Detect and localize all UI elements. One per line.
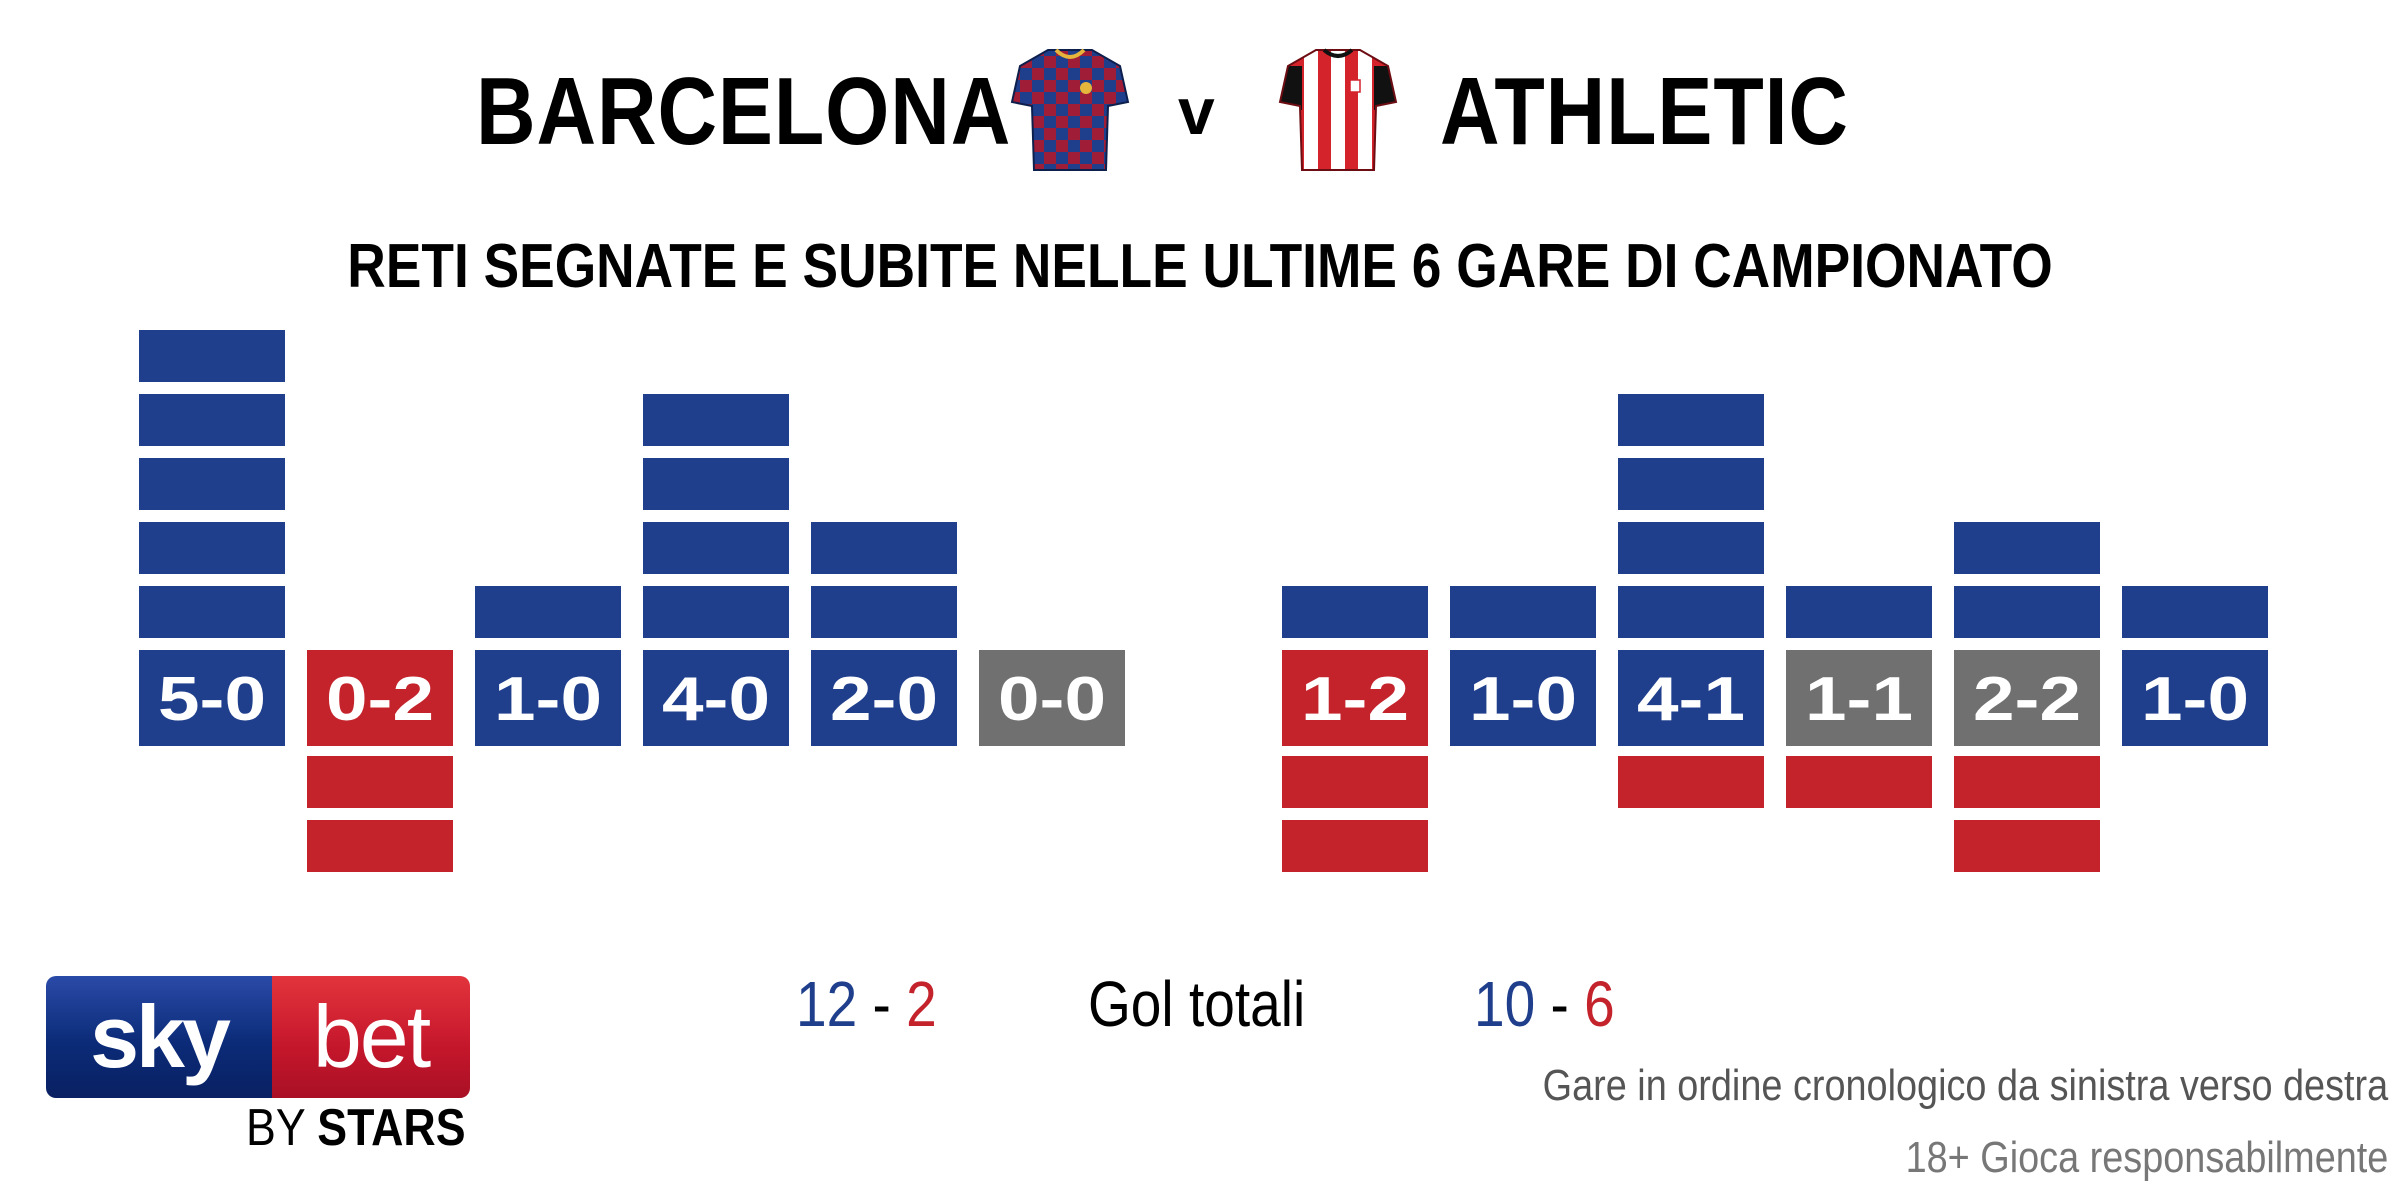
score-box — [811, 650, 957, 746]
goal-scored-block — [1954, 586, 2100, 638]
score-box — [1618, 650, 1764, 746]
goal-scored-block — [2122, 586, 2268, 638]
score-label: 1-0 — [494, 665, 602, 734]
away-totals: 10 - 6 — [1474, 972, 1615, 1036]
score-label: 1-2 — [1301, 665, 1409, 734]
home-totals: 12 - 2 — [796, 972, 937, 1036]
score-box — [643, 650, 789, 746]
goal-scored-block — [1618, 522, 1764, 574]
bet-logo-part: bet — [272, 976, 470, 1098]
score-box — [979, 650, 1125, 746]
score-box — [307, 650, 453, 746]
by-stars-label: BY STARS — [246, 1102, 466, 1154]
goal-scored-block — [1954, 522, 2100, 574]
score-label: 0-2 — [326, 665, 434, 734]
away-goals-scored-total: 10 — [1474, 968, 1536, 1040]
goal-conceded-block — [1786, 756, 1932, 808]
home-team-name: BARCELONA — [476, 58, 1012, 165]
score-label: 0-0 — [998, 665, 1106, 734]
goal-scored-block — [643, 394, 789, 446]
goal-conceded-block — [1282, 820, 1428, 872]
goal-conceded-block — [1618, 756, 1764, 808]
home-goals-scored-total: 12 — [796, 968, 858, 1040]
score-box — [1954, 650, 2100, 746]
score-box — [1450, 650, 1596, 746]
home-goals-conceded-total: 2 — [906, 968, 937, 1040]
goal-conceded-block — [1954, 820, 2100, 872]
chart-subtitle: RETI SEGNATE E SUBITE NELLE ULTIME 6 GAR… — [347, 232, 2053, 301]
goal-scored-block — [1618, 586, 1764, 638]
goal-conceded-block — [307, 756, 453, 808]
score-box — [1786, 650, 1932, 746]
goal-scored-block — [1618, 394, 1764, 446]
score-label: 5-0 — [158, 665, 266, 734]
stars-label: STARS — [317, 1099, 466, 1157]
score-label: 1-0 — [1469, 665, 1577, 734]
chronological-note: Gare in ordine cronologico da sinistra v… — [1542, 1061, 2388, 1110]
goal-scored-block — [643, 458, 789, 510]
goal-conceded-block — [307, 820, 453, 872]
goal-scored-block — [811, 586, 957, 638]
score-label: 1-1 — [1805, 665, 1913, 734]
goal-scored-block — [811, 522, 957, 574]
goal-scored-block — [139, 586, 285, 638]
score-box — [2122, 650, 2268, 746]
goal-scored-block — [643, 586, 789, 638]
score-box — [475, 650, 621, 746]
responsible-gambling-note: 18+ Gioca responsabilmente — [1905, 1133, 2388, 1182]
by-label: BY — [246, 1099, 305, 1157]
score-box — [139, 650, 285, 746]
score-label: 1-0 — [2141, 665, 2249, 734]
score-label: 4-0 — [662, 665, 770, 734]
away-goals-conceded-total: 6 — [1584, 968, 1615, 1040]
barcelona-kit-icon — [1010, 48, 1130, 171]
team-group-barcelona: 5-0 0-2 1-0 4-0 2-0 0-0 — [139, 330, 1125, 872]
home-totals-separator: - — [872, 968, 891, 1040]
goal-scored-block — [139, 394, 285, 446]
goal-scored-block — [1786, 586, 1932, 638]
goal-scored-block — [139, 458, 285, 510]
goal-scored-block — [1618, 458, 1764, 510]
score-label: 2-0 — [830, 665, 938, 734]
goal-scored-block — [139, 522, 285, 574]
goal-scored-block — [1450, 586, 1596, 638]
goal-scored-block — [643, 522, 789, 574]
away-team-name: ATHLETIC — [1440, 58, 1849, 165]
score-label: 4-1 — [1637, 665, 1745, 734]
skybet-logo: sky bet — [46, 976, 470, 1098]
goal-conceded-block — [1954, 756, 2100, 808]
team-group-athletic: 1-2 1-0 4-1 1-1 2-2 1-0 — [1282, 394, 2268, 872]
goal-conceded-block — [1282, 756, 1428, 808]
totals-label: Gol totali — [1088, 968, 1306, 1040]
goal-scored-block — [139, 330, 285, 382]
away-totals-separator: - — [1550, 968, 1569, 1040]
score-box — [1282, 650, 1428, 746]
athletic-kit-icon — [1278, 48, 1398, 171]
score-label: 2-2 — [1973, 665, 2081, 734]
versus-label: v — [1178, 74, 1215, 148]
goal-scored-block — [1282, 586, 1428, 638]
sky-logo-part: sky — [46, 976, 272, 1098]
goal-scored-block — [475, 586, 621, 638]
